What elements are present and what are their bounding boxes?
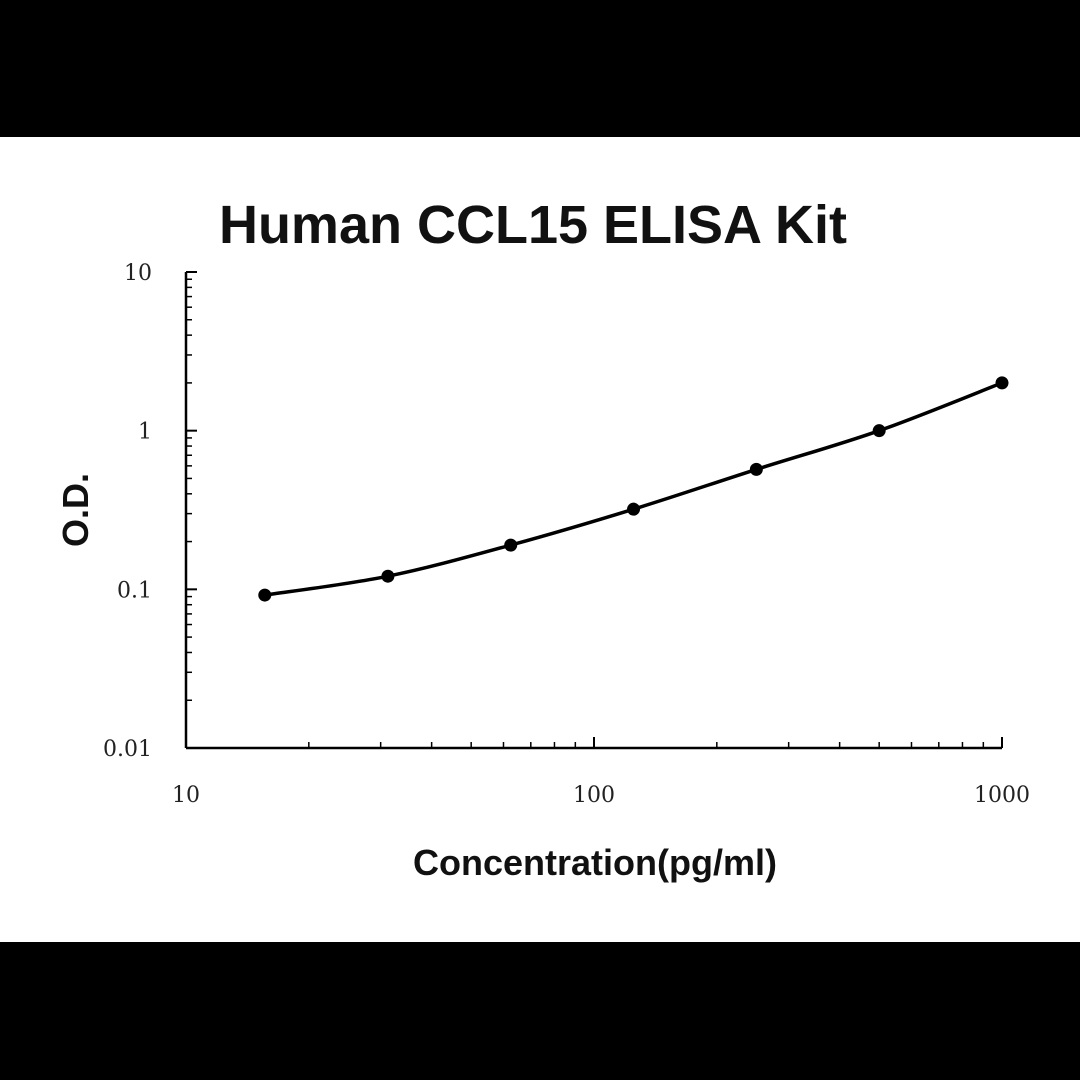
x-tick-label: 10	[172, 783, 200, 808]
ticks	[185, 271, 1003, 749]
y-axis-title: O.D.	[55, 473, 96, 547]
y-tick-label: 1	[138, 420, 152, 445]
x-tick-label: 1000	[974, 783, 1030, 808]
y-tick-label: 10	[124, 261, 152, 286]
y-tick-label: 0.01	[103, 737, 152, 762]
data-point	[258, 588, 272, 602]
series	[258, 376, 1009, 602]
data-point	[872, 424, 886, 438]
chart-title: Human CCL15 ELISA Kit	[219, 195, 847, 255]
data-point	[504, 538, 518, 552]
top-black-bar	[0, 0, 1080, 137]
data-point	[749, 462, 763, 476]
data-point	[627, 502, 641, 516]
x-axis-title: Concentration(pg/ml)	[413, 842, 777, 883]
tick-labels: 0.01 0.1 1 10 10 100 1000	[103, 261, 1030, 808]
x-tick-label: 100	[573, 783, 615, 808]
bottom-black-bar	[0, 942, 1080, 1080]
data-point	[995, 376, 1009, 390]
y-tick-label: 0.1	[117, 578, 152, 603]
plot-background	[0, 137, 1080, 942]
data-point	[381, 569, 395, 583]
